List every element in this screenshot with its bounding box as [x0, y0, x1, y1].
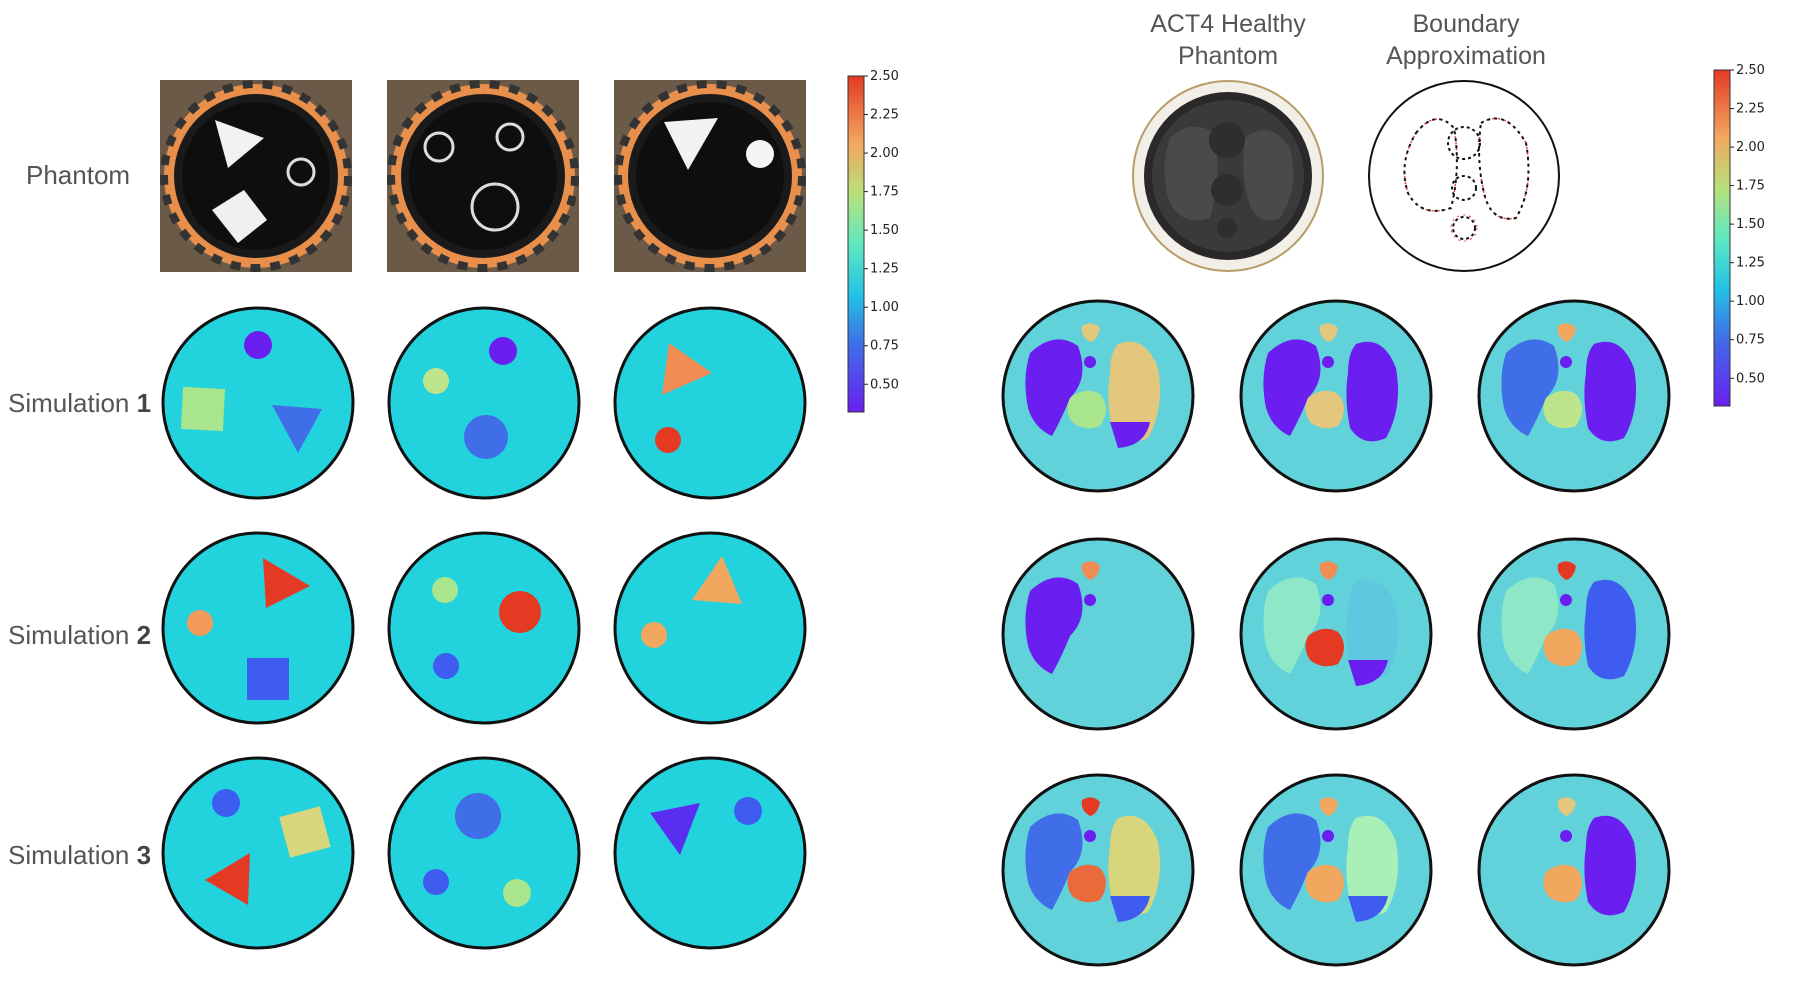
right-lung-region [1346, 815, 1399, 916]
simulation-3-reconstruction-2 [386, 755, 582, 951]
simulation-2-reconstruction-2 [386, 530, 582, 726]
right-lung-region [1346, 341, 1399, 442]
boundary-approximation-diagram [1366, 78, 1562, 274]
small-region [1322, 830, 1334, 842]
top-region [1319, 797, 1338, 816]
small-region [1560, 594, 1572, 606]
left-lung-region [1501, 339, 1559, 436]
colorbar-tick-label: 1.50 [1736, 217, 1765, 232]
top-region [1081, 323, 1100, 342]
small-region [1560, 830, 1572, 842]
act4-reconstruction-1-3 [1476, 298, 1672, 494]
right-colorbar: 2.50 2.25 2.00 1.75 1.50 1.25 1.00 0.75 0.50 [1712, 62, 1792, 412]
heart-region [1305, 628, 1344, 667]
top-region [1081, 797, 1100, 816]
colorbar-tick-label: 1.50 [870, 223, 899, 238]
act4-reconstruction-2-2 [1238, 536, 1434, 732]
heart-region [1067, 864, 1106, 903]
left-lung-region [1025, 339, 1083, 436]
heart-region [1067, 390, 1106, 429]
act4-reconstruction-2-1 [1000, 536, 1196, 732]
colorbar-tick-label: 1.75 [870, 185, 899, 200]
lower-region [1348, 896, 1388, 922]
colorbar-tick-label: 1.00 [870, 300, 899, 315]
colorbar-tick-label: 1.25 [870, 262, 899, 277]
heart-region [1305, 864, 1344, 903]
left-colorbar: 2.50 2.25 2.00 1.75 1.50 1.25 1.00 0.75 0.50 [846, 68, 926, 418]
simulation-3-reconstruction-3 [612, 755, 808, 951]
lower-region [1110, 896, 1150, 922]
small-region [1084, 594, 1096, 606]
small-region [1322, 356, 1334, 368]
heart-region [1543, 864, 1582, 903]
colorbar-tick-label: 2.50 [870, 69, 899, 84]
row-label-simulation-2: Simulation 2 [8, 620, 152, 650]
colorbar-tick-label: 1.00 [1736, 294, 1765, 309]
colorbar-tick-label: 0.75 [1736, 333, 1765, 348]
row-label-phantom: Phantom [26, 160, 131, 190]
top-region [1319, 561, 1338, 580]
header-act4-healthy-phantom: ACT4 Healthy Phantom [1150, 10, 1306, 70]
row-label-simulation-3: Simulation 3 [8, 840, 152, 870]
simulation-1-reconstruction-1 [160, 305, 356, 501]
colorbar-tick-label: 1.75 [1736, 179, 1765, 194]
colorbar-tick-label: 2.25 [870, 108, 899, 123]
right-lung-region [1108, 341, 1161, 442]
colorbar-tick-label: 2.00 [1736, 140, 1765, 155]
left-lung-region [1501, 577, 1559, 674]
right-lung-region [1584, 341, 1637, 442]
phantom-photo-1 [160, 80, 352, 272]
left-lung-region [1263, 577, 1321, 674]
left-lung-region [1025, 577, 1083, 674]
top-region [1081, 561, 1100, 580]
left-lung-region [1025, 813, 1083, 910]
act4-phantom-photo [1130, 78, 1326, 274]
colorbar-tick-label: 1.25 [1736, 256, 1765, 271]
act4-reconstruction-3-3 [1476, 772, 1672, 968]
act4-reconstruction-3-1 [1000, 772, 1196, 968]
colorbar-tick-label: 0.50 [870, 377, 899, 392]
phantom-photo-2 [387, 80, 579, 272]
top-region [1557, 797, 1576, 816]
simulation-1-reconstruction-2 [386, 305, 582, 501]
colorbar-tick-label: 0.50 [1736, 371, 1765, 386]
colorbar-tick-label: 2.00 [870, 146, 899, 161]
lower-region [1110, 422, 1150, 448]
top-region [1557, 323, 1576, 342]
small-region [1084, 356, 1096, 368]
small-region [1560, 356, 1572, 368]
colorbar-tick-label: 2.25 [1736, 102, 1765, 117]
header-boundary-approximation: Boundary Approximation [1386, 10, 1546, 70]
simulation-2-reconstruction-3 [612, 530, 808, 726]
left-lung-region [1263, 339, 1321, 436]
simulation-2-reconstruction-1 [160, 530, 356, 726]
left-lung-region [1263, 813, 1321, 910]
right-lung-region [1346, 579, 1399, 680]
right-lung-region [1584, 815, 1637, 916]
heart-region [1305, 390, 1344, 429]
top-region [1319, 323, 1338, 342]
lower-region [1348, 660, 1388, 686]
phantom-photo-3 [614, 80, 806, 272]
top-region [1557, 561, 1576, 580]
heart-region [1543, 390, 1582, 429]
right-lung-region [1584, 579, 1637, 680]
act4-reconstruction-1-2 [1238, 298, 1434, 494]
simulation-1-reconstruction-3 [612, 305, 808, 501]
colorbar-tick-label: 0.75 [870, 339, 899, 354]
heart-region [1543, 628, 1582, 667]
row-label-simulation-1: Simulation 1 [8, 388, 152, 418]
right-lung-region [1108, 815, 1161, 916]
act4-reconstruction-1-1 [1000, 298, 1196, 494]
small-region [1084, 830, 1096, 842]
act4-reconstruction-3-2 [1238, 772, 1434, 968]
act4-reconstruction-2-3 [1476, 536, 1672, 732]
colorbar-tick-label: 2.50 [1736, 63, 1765, 78]
simulation-3-reconstruction-1 [160, 755, 356, 951]
small-region [1322, 594, 1334, 606]
